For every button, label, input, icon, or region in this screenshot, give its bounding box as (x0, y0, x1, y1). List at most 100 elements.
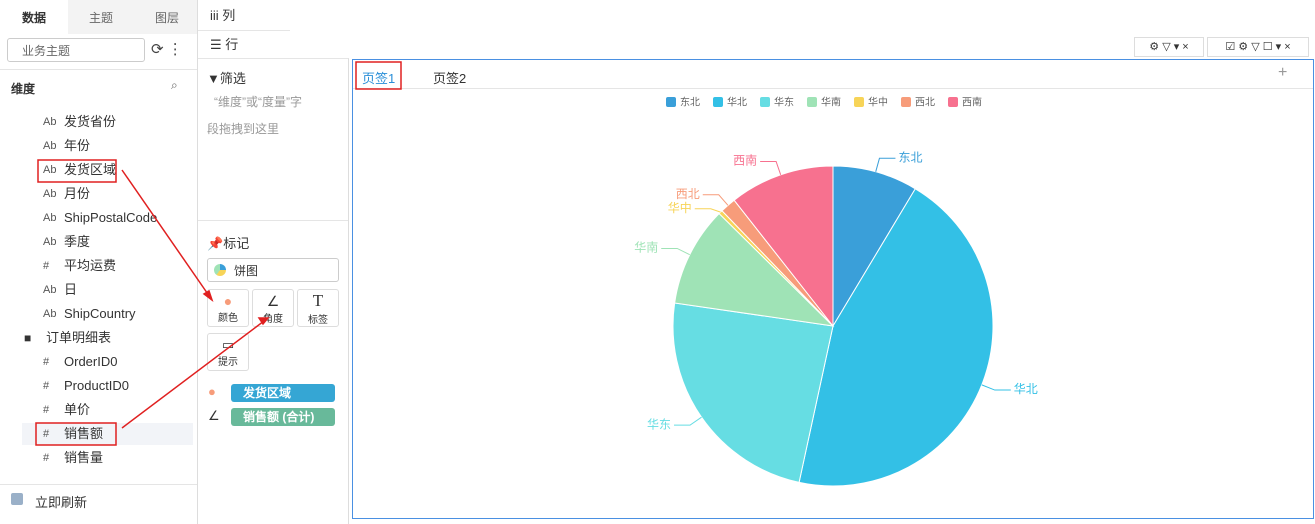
field-row[interactable]: # OrderID0 (0, 351, 193, 373)
refresh-icon[interactable]: ⟳ ⋮ (151, 41, 183, 58)
field-name: 单价 (64, 402, 91, 417)
field-row[interactable]: Ab 日 (0, 279, 193, 301)
field-name: 日 (64, 282, 78, 297)
field-row[interactable]: Ab 发货区域 (0, 159, 193, 181)
config-panel (198, 58, 349, 524)
chart-tab[interactable]: 页签2 (433, 71, 467, 86)
legend-label: 西北 (915, 97, 935, 109)
mark-button[interactable]: ▭ 提示 (207, 333, 249, 371)
leader-line (694, 208, 721, 213)
legend-swatch (713, 97, 723, 107)
mark-button[interactable]: ● 颜色 (207, 289, 249, 327)
toolbar[interactable]: ☑ ⚙ ▽ ☐ ▾ × (1207, 37, 1309, 57)
legend-label: 华中 (868, 96, 888, 109)
checkbox[interactable] (11, 493, 23, 505)
field-name: 发货区域 (64, 162, 117, 177)
mark-button[interactable]: ∠ 角度 (252, 289, 294, 327)
color-icon: ● (208, 384, 216, 399)
field-row[interactable]: # 销售量 (0, 447, 193, 469)
field-icon: Ab (43, 140, 57, 152)
field-row[interactable]: Ab 发货省份 (0, 111, 193, 133)
tab[interactable]: 图层 (154, 11, 179, 25)
tab[interactable]: 数据 (0, 0, 68, 34)
angle-icon: ∠ (208, 408, 220, 423)
angle-field[interactable]: 销售额 (合计) (231, 408, 335, 426)
slice-label: 华北 (1014, 382, 1038, 396)
field-row[interactable]: Ab ShipCountry (0, 303, 193, 325)
footer-label: 立即刷新 (35, 495, 88, 510)
filter-label: 筛选 (219, 71, 246, 86)
field-name: 销售额 (64, 426, 104, 441)
field-name: ShipPostalCode (64, 210, 158, 225)
field-name: 发货省份 (64, 114, 117, 129)
field-row[interactable]: # 销售额 (22, 423, 193, 445)
filter-title: ▼筛选 (207, 71, 246, 86)
legend-label: 华北 (727, 96, 747, 109)
pie-slice (832, 165, 916, 328)
field-icon: Ab (43, 284, 57, 296)
annotations (35, 61, 402, 446)
button-label: 角度 (263, 314, 283, 325)
field-name: 平均运费 (64, 258, 117, 273)
field-icon: # (43, 356, 50, 368)
field-name: OrderID0 (64, 354, 118, 369)
field-row[interactable]: # 单价 (0, 399, 193, 421)
leader-line (661, 247, 690, 256)
folder-row: ■ 订单明细表 (0, 327, 193, 349)
chart-tab[interactable]: 页签1 (362, 71, 396, 86)
field-icon: Ab (43, 308, 57, 320)
folder-icon: ■ (24, 331, 32, 345)
field-row[interactable]: Ab 季度 (0, 231, 193, 253)
field-row[interactable]: Ab 年份 (0, 135, 193, 157)
shelf-rows[interactable]: ☰ 行 (210, 37, 239, 52)
mark-button[interactable]: T 标签 (297, 289, 339, 327)
toolbar[interactable]: ⚙ ▽ ▾ × (1134, 37, 1204, 57)
leader-line (981, 384, 1011, 391)
field-icon: Ab (43, 116, 57, 128)
color-field[interactable]: 发货区域 (231, 384, 335, 402)
slice-label: 西北 (676, 187, 700, 201)
field-icon: # (43, 260, 50, 272)
field-icon: # (43, 404, 50, 416)
leader-line (674, 416, 702, 426)
field-icon: Ab (43, 164, 57, 176)
field-row[interactable]: # 平均运费 (0, 255, 193, 277)
pie-slice (798, 188, 994, 487)
pie-icon (214, 264, 226, 276)
divider (198, 220, 348, 221)
slice-label: 华南 (634, 240, 658, 255)
field-row[interactable]: Ab ShipPostalCode (0, 207, 193, 229)
legend-label: 华南 (821, 96, 841, 109)
field-row[interactable]: # ProductID0 (0, 375, 193, 397)
field-row[interactable]: Ab 月份 (0, 183, 193, 205)
leader-line (875, 157, 896, 172)
chart-frame (352, 59, 1314, 519)
slice-label: 东北 (898, 150, 922, 164)
tab[interactable]: 主题 (88, 11, 113, 25)
field-icon: Ab (43, 188, 57, 200)
chart-type-select[interactable]: 饼图 (207, 258, 339, 282)
folder-name: 订单明细表 (46, 330, 112, 345)
search-select[interactable]: 业务主题 (7, 38, 145, 62)
button-label: 标签 (308, 315, 328, 326)
shelf-columns[interactable]: iii 列 (198, 0, 290, 31)
legend-swatch (901, 97, 911, 107)
slice-label: 西南 (733, 153, 757, 168)
button-label: 颜色 (218, 313, 238, 324)
footer (0, 484, 197, 519)
field-name: 年份 (64, 138, 91, 153)
marks-label: 标记 (223, 236, 250, 251)
legend-swatch (854, 97, 864, 107)
field-name: ProductID0 (64, 378, 130, 393)
field-icon: # (43, 452, 50, 464)
marks-title: 📌标记 (207, 236, 250, 251)
filter-hint: “维度”或“度量”字 (214, 95, 302, 109)
search-icon[interactable]: ⌕ (171, 78, 178, 92)
field-icon: Ab (43, 212, 57, 224)
divider (353, 88, 1313, 89)
field-icon: # (43, 380, 50, 392)
field-name: 月份 (64, 186, 91, 201)
add-tab[interactable]: + (1278, 64, 1288, 81)
